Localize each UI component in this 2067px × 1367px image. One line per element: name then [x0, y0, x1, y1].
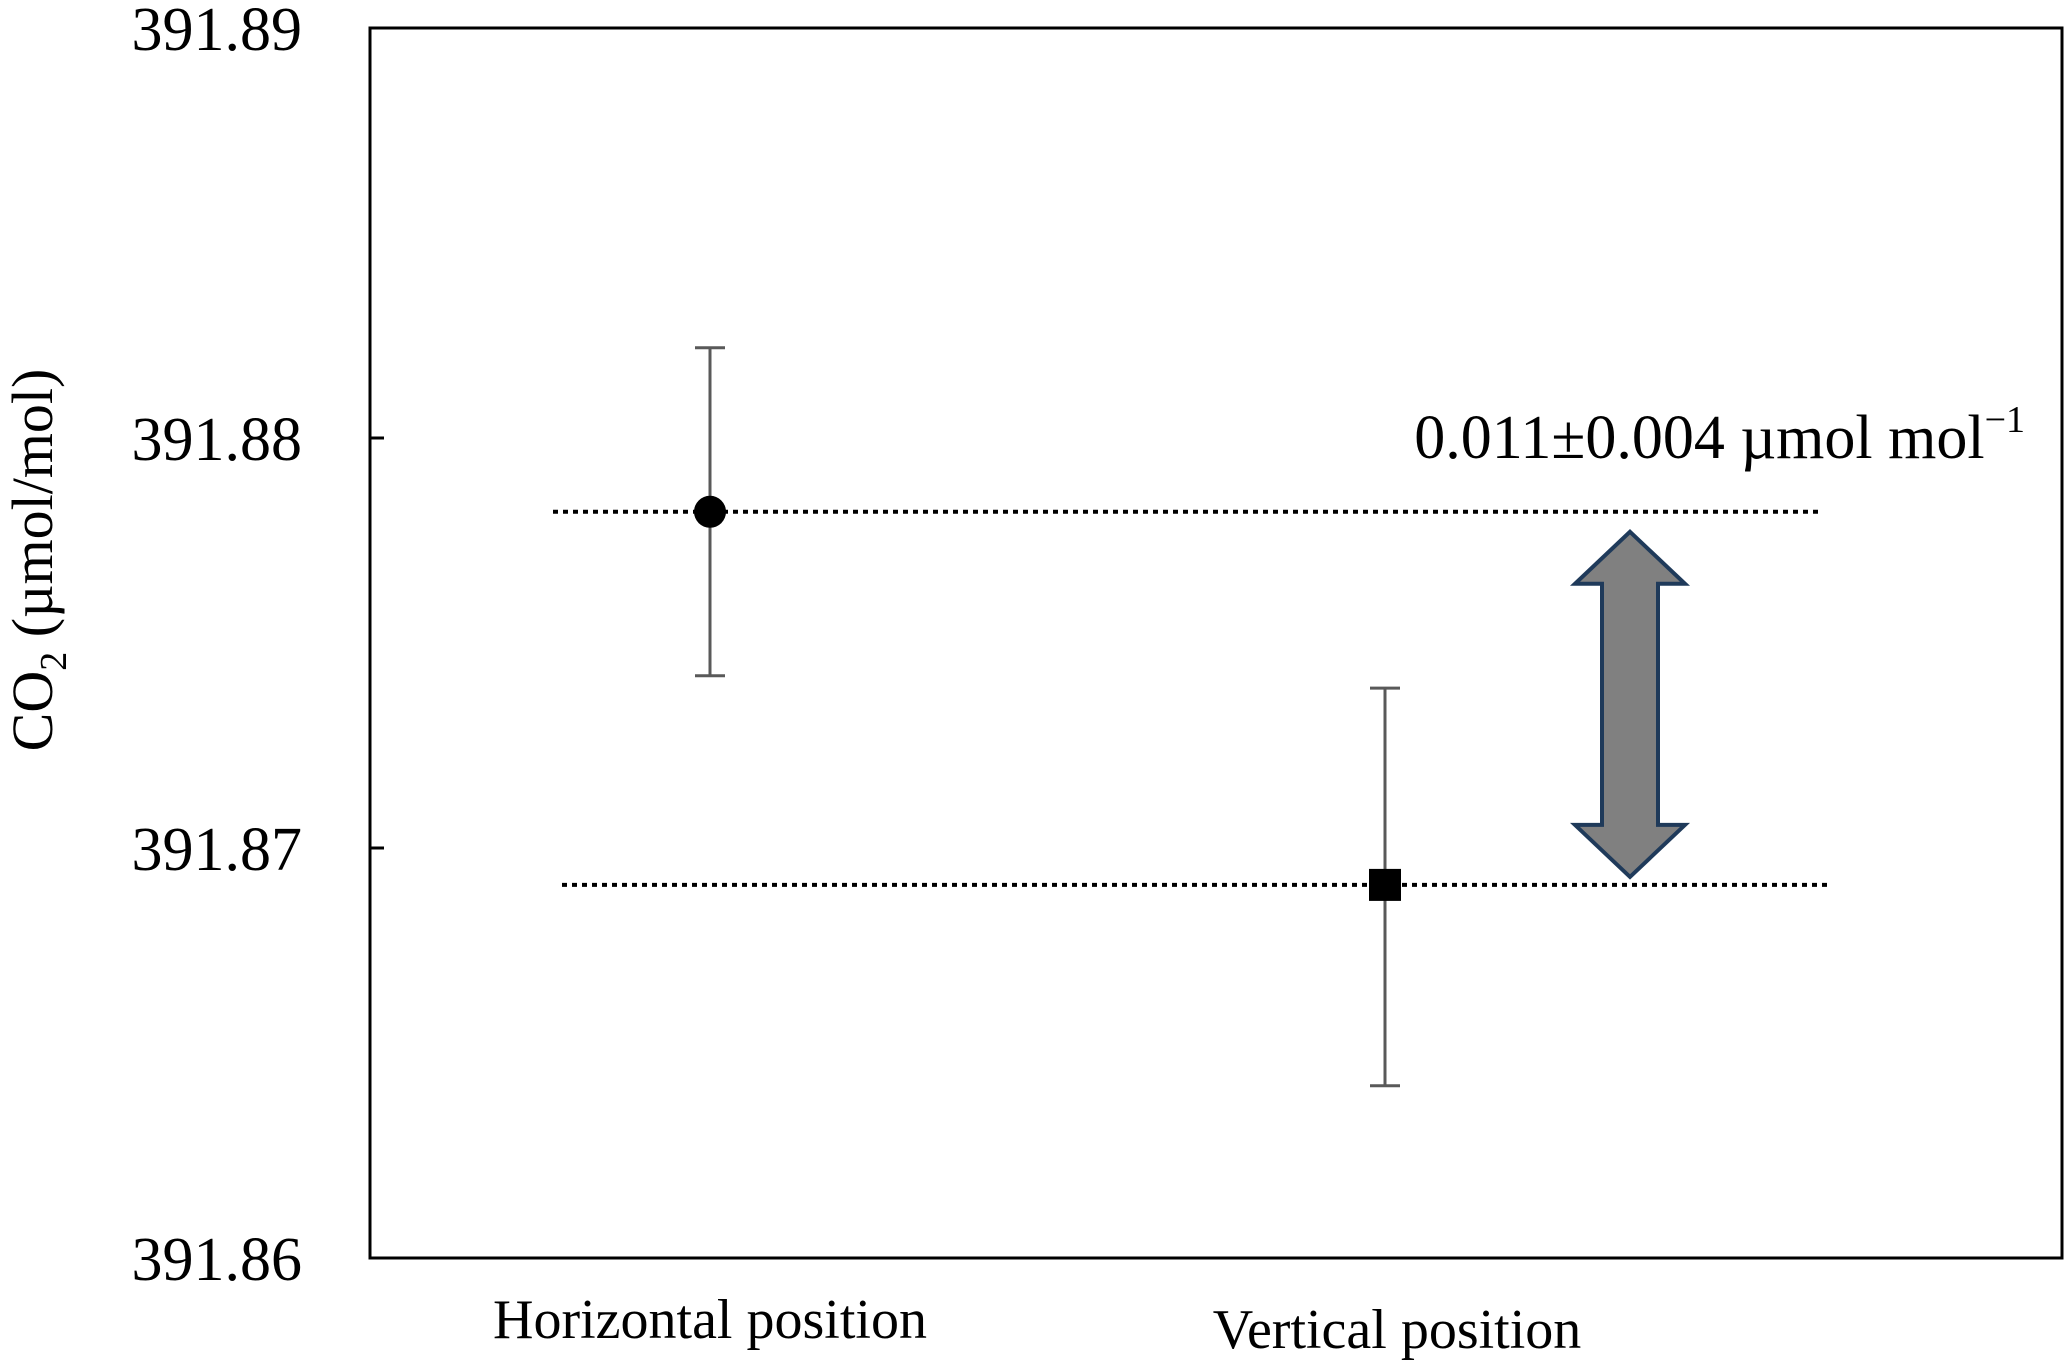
y-tick-label: 391.89 [132, 0, 303, 64]
y-tick-label: 391.87 [132, 816, 303, 884]
y-axis-ticks: 391.86 391.87 391.88 391.89 [132, 0, 384, 1294]
difference-arrow [1569, 529, 1691, 880]
x-category-label: Vertical position [1213, 1299, 1582, 1361]
annotation-superscript: −1 [1985, 399, 2025, 441]
plot-frame [368, 26, 2064, 1260]
y-axis-label-unit: (µmol/mol) [0, 369, 65, 652]
plot-border [368, 26, 2064, 1260]
x-category-label: Horizontal position [493, 1289, 927, 1351]
data-markers [694, 495, 1401, 901]
difference-annotation: 0.011±0.004 µmol mol−1 [1414, 399, 2025, 472]
y-axis-label-subscript: 2 [33, 652, 75, 671]
error-bars [695, 346, 1400, 1088]
annotation-main: 0.011±0.004 µmol mol [1414, 404, 1984, 472]
y-axis-label-main: CO [0, 671, 65, 752]
reference-lines [553, 509, 1828, 887]
x-axis-labels: Horizontal position Vertical position [493, 1289, 1581, 1361]
double-arrow-shape [1569, 529, 1691, 880]
data-point-square [1369, 868, 1401, 901]
data-point-circle [694, 495, 726, 528]
y-axis-label: CO2 (µmol/mol) [0, 369, 75, 752]
y-tick-label: 391.88 [132, 406, 303, 474]
y-tick-label: 391.86 [132, 1226, 303, 1294]
